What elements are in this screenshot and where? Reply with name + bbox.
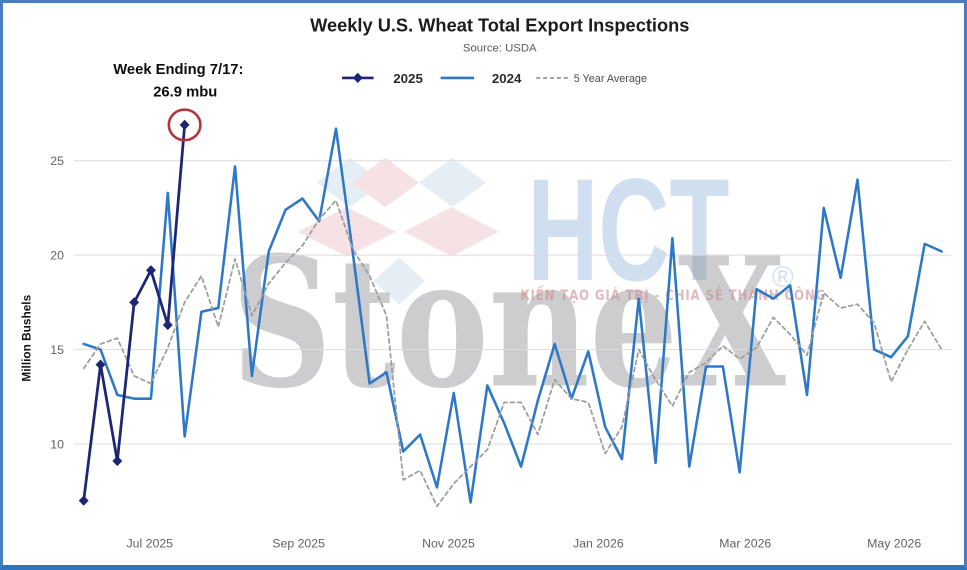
y-tick-label: 20 — [50, 249, 64, 263]
legend-5yr-label: 5 Year Average — [574, 73, 647, 85]
x-tick-label: Nov 2025 — [422, 536, 475, 550]
annotation-highlight-circle — [167, 108, 202, 142]
wheat-exports-chart: HCT ® StoneX KIẾN TẠO GIÁ TRỊ - CHIA SẺ … — [19, 15, 952, 550]
logo-diamond-icon — [418, 157, 486, 208]
watermark-layer: HCT ® StoneX KIẾN TẠO GIÁ TRỊ - CHIA SẺ … — [232, 148, 826, 429]
stonex-watermark-text: StoneX — [232, 219, 787, 429]
y-tick-label: 10 — [50, 437, 64, 451]
legend-item-2024: 2024 — [440, 71, 522, 86]
x-tick-label: Sep 2025 — [272, 536, 325, 550]
hct-watermark-text: HCT — [527, 148, 729, 311]
logo-diamond-icon — [316, 157, 384, 208]
y-tick-label: 25 — [50, 154, 64, 168]
data-point-diamond-marker — [95, 359, 106, 370]
series-line-5-year-average — [82, 199, 943, 508]
legend-item-5yr-average: 5 Year Average — [536, 73, 647, 85]
annotation-callout: Week Ending 7/17: 26.9 mbu — [113, 62, 243, 101]
legend-2024-label: 2024 — [492, 71, 522, 86]
series-line-2024 — [82, 127, 943, 504]
legend: 2025 2024 5 Year Average — [342, 71, 647, 86]
data-point-diamond-marker — [78, 495, 89, 506]
data-point-diamond-marker — [129, 297, 140, 308]
data-point-diamond-marker — [162, 319, 173, 331]
annotation-line1: Week Ending 7/17: — [113, 62, 243, 78]
plot-area: 25 20 15 10 Jul 2025 Sep 2025 Nov 2025 Jan 2026… — [50, 108, 952, 550]
logo-diamond-icon — [373, 257, 425, 305]
x-tick-label: Jul 2025 — [126, 536, 173, 550]
legend-item-2025: 2025 — [342, 71, 423, 86]
x-tick-label: Mar 2026 — [719, 536, 771, 550]
chart-source: Source: USDA — [463, 42, 537, 54]
data-point-diamond-marker — [112, 455, 123, 467]
legend-2025-diamond-icon — [352, 72, 363, 84]
y-axis-title: Million Bushels — [19, 294, 33, 381]
chart-title: Weekly U.S. Wheat Total Export Inspectio… — [310, 15, 689, 36]
x-tick-label: Jan 2026 — [573, 536, 624, 550]
logo-diamond-icon — [351, 157, 419, 208]
data-point-diamond-marker — [146, 265, 156, 276]
data-point-diamond-marker — [179, 119, 190, 131]
y-tick-label: 15 — [50, 343, 64, 357]
annotation-line2: 26.9 mbu — [153, 85, 217, 101]
legend-2025-label: 2025 — [393, 71, 423, 86]
tagline-watermark-text: KIẾN TẠO GIÁ TRỊ - CHIA SẺ THÀNH CÔNG — [520, 285, 826, 304]
x-tick-label: May 2026 — [867, 536, 921, 550]
